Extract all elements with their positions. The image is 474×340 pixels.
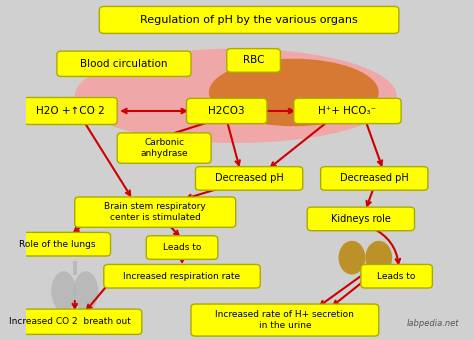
FancyBboxPatch shape bbox=[75, 197, 236, 227]
FancyBboxPatch shape bbox=[23, 98, 117, 124]
Bar bbox=[73, 261, 77, 274]
FancyBboxPatch shape bbox=[191, 304, 379, 336]
FancyBboxPatch shape bbox=[186, 98, 267, 124]
FancyBboxPatch shape bbox=[3, 232, 110, 256]
Text: Leads to: Leads to bbox=[163, 243, 201, 252]
Text: Kidneys role: Kidneys role bbox=[331, 214, 391, 224]
Ellipse shape bbox=[209, 59, 379, 126]
Ellipse shape bbox=[75, 49, 397, 143]
FancyBboxPatch shape bbox=[57, 51, 191, 76]
FancyBboxPatch shape bbox=[146, 236, 218, 259]
Text: Brain stem respiratory
center is stimulated: Brain stem respiratory center is stimula… bbox=[104, 202, 206, 222]
FancyBboxPatch shape bbox=[0, 309, 142, 335]
FancyBboxPatch shape bbox=[320, 167, 428, 190]
Text: Regulation of pH by the various organs: Regulation of pH by the various organs bbox=[140, 15, 358, 25]
Text: labpedia.net: labpedia.net bbox=[407, 320, 459, 328]
Text: H⁺+ HCO₃⁻: H⁺+ HCO₃⁻ bbox=[319, 106, 376, 116]
Text: Decreased pH: Decreased pH bbox=[340, 173, 409, 184]
Text: Increased respiration rate: Increased respiration rate bbox=[124, 272, 241, 281]
Text: H2CO3: H2CO3 bbox=[209, 106, 245, 116]
Ellipse shape bbox=[338, 241, 365, 274]
Text: RBC: RBC bbox=[243, 55, 264, 65]
Ellipse shape bbox=[365, 241, 392, 274]
Text: Blood circulation: Blood circulation bbox=[80, 59, 168, 69]
Text: H2O +↑CO 2: H2O +↑CO 2 bbox=[36, 106, 105, 116]
Text: Increased CO 2  breath out: Increased CO 2 breath out bbox=[9, 317, 131, 326]
FancyBboxPatch shape bbox=[307, 207, 414, 231]
FancyBboxPatch shape bbox=[294, 98, 401, 124]
FancyBboxPatch shape bbox=[117, 133, 211, 163]
FancyBboxPatch shape bbox=[195, 167, 303, 190]
FancyBboxPatch shape bbox=[104, 265, 260, 288]
FancyBboxPatch shape bbox=[227, 49, 281, 72]
Ellipse shape bbox=[51, 271, 76, 312]
FancyBboxPatch shape bbox=[361, 265, 432, 288]
Text: Carbonic
anhydrase: Carbonic anhydrase bbox=[140, 138, 188, 158]
Text: Increased rate of H+ secretion
in the urine: Increased rate of H+ secretion in the ur… bbox=[215, 310, 354, 330]
Ellipse shape bbox=[73, 271, 98, 312]
FancyBboxPatch shape bbox=[100, 6, 399, 33]
Text: Role of the lungs: Role of the lungs bbox=[18, 240, 95, 249]
Text: Decreased pH: Decreased pH bbox=[215, 173, 283, 184]
Text: Leads to: Leads to bbox=[377, 272, 416, 281]
